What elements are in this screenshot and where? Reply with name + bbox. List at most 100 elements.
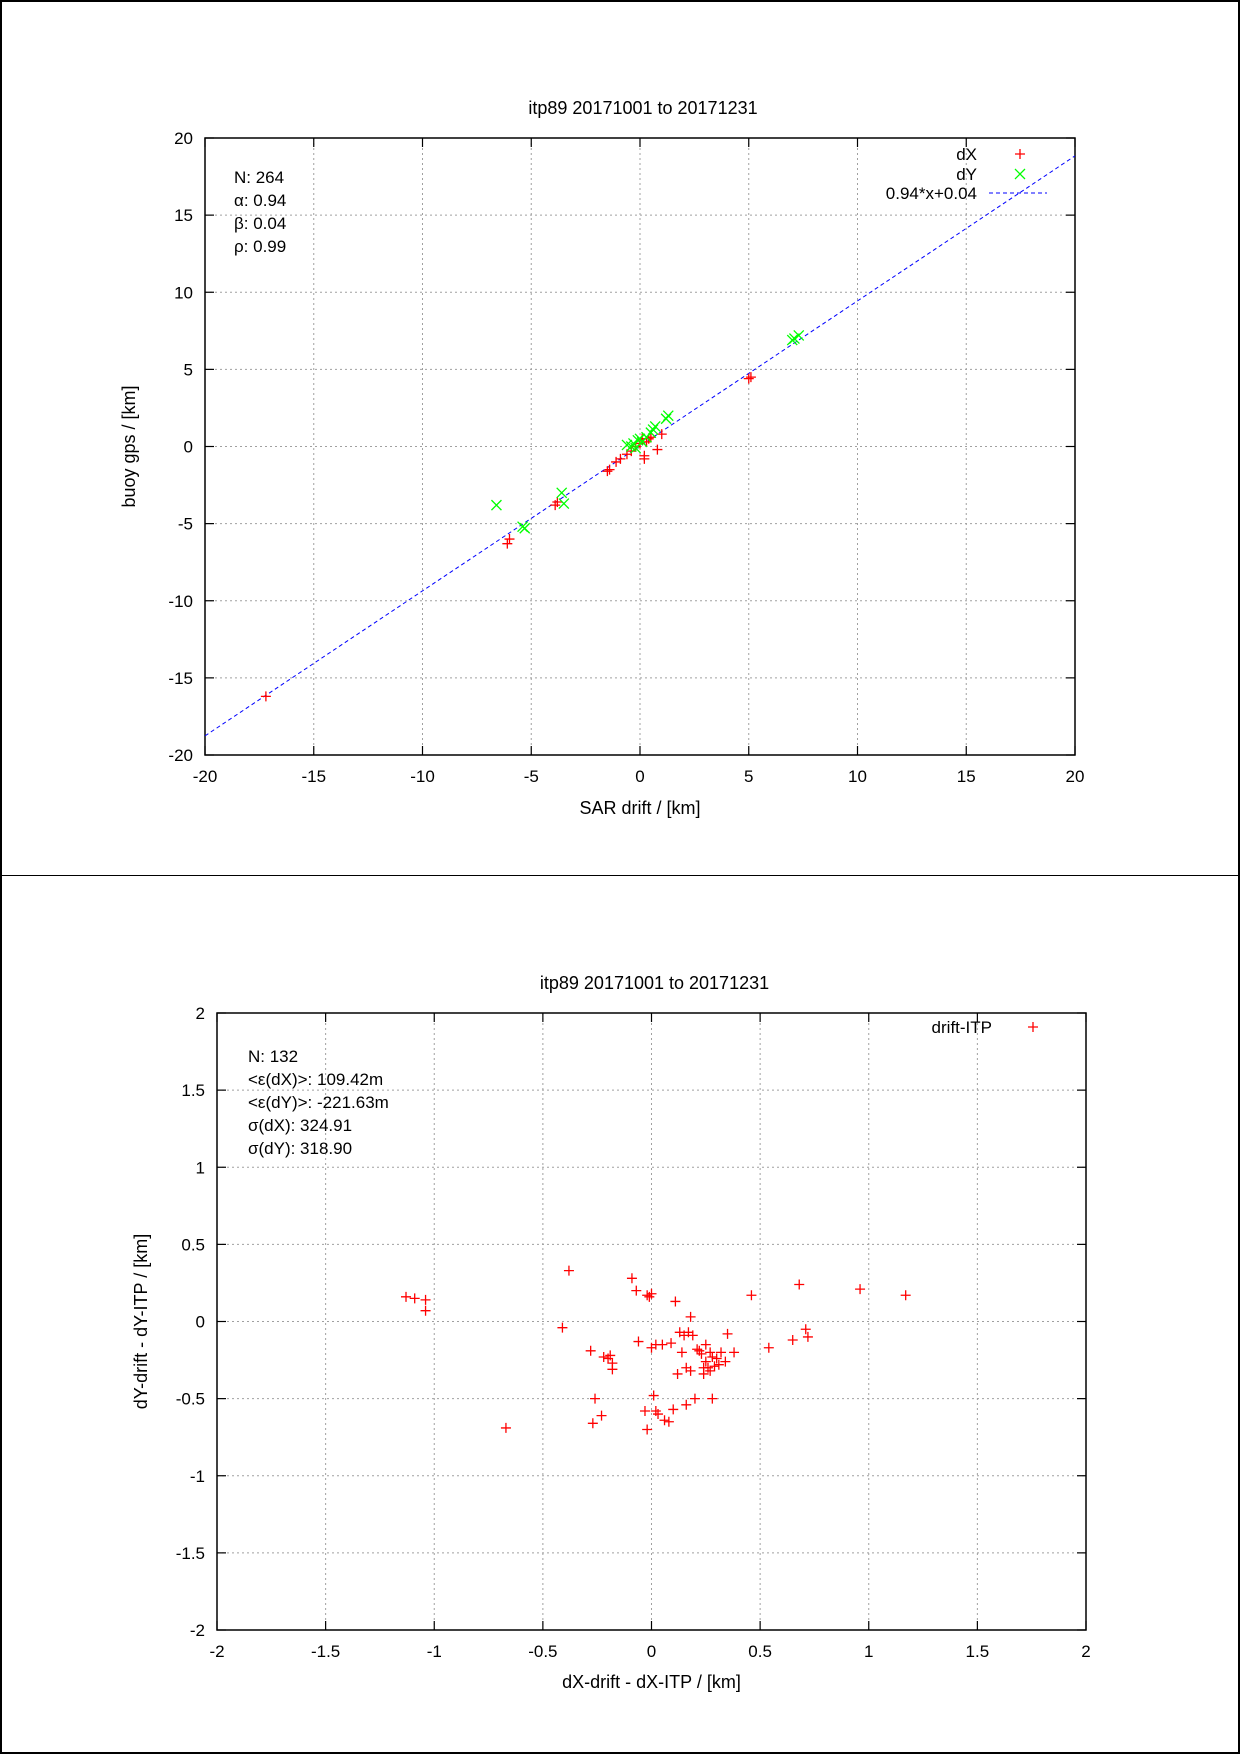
data-point-drift-ITP	[787, 1335, 798, 1346]
legend-label: dY	[956, 165, 977, 184]
y-tick-label: -1.5	[176, 1544, 205, 1563]
data-point-drift-ITP	[794, 1279, 805, 1290]
data-point-drift-ITP	[633, 1336, 644, 1347]
data-point-drift-ITP	[585, 1345, 596, 1356]
data-point-dY	[558, 498, 570, 510]
data-point-drift-ITP	[670, 1296, 681, 1307]
x-tick-label: -5	[524, 767, 539, 786]
y-tick-label: 5	[184, 360, 193, 379]
data-point-drift-ITP	[563, 1265, 574, 1276]
stats-line: σ(dX): 324.91	[248, 1116, 352, 1135]
data-point-drift-ITP	[802, 1331, 813, 1342]
data-point-drift-ITP	[676, 1347, 687, 1358]
data-point-drift-ITP	[657, 1339, 668, 1350]
x-tick-label: -10	[410, 767, 435, 786]
stats-line: N: 132	[248, 1047, 298, 1066]
stats-line: N: 264	[234, 168, 284, 187]
data-point-drift-ITP	[653, 1409, 664, 1420]
data-point-drift-ITP	[420, 1294, 431, 1305]
y-tick-label: -1	[190, 1467, 205, 1486]
legend-label-fit: 0.94*x+0.04	[886, 184, 977, 203]
data-point-drift-ITP	[696, 1348, 707, 1359]
data-point-drift-ITP	[707, 1393, 718, 1404]
data-point-drift-ITP	[642, 1290, 653, 1301]
data-point-dX	[745, 372, 756, 383]
stats-line: σ(dY): 318.90	[248, 1139, 352, 1158]
data-point-drift-ITP	[500, 1422, 511, 1433]
data-point-drift-ITP	[711, 1353, 722, 1364]
data-point-drift-ITP	[607, 1358, 618, 1369]
y-tick-label: 10	[174, 283, 193, 302]
y-tick-label: -15	[168, 669, 193, 688]
drift-scatter-chart: -20 -15 -10 -5 0 5 10 15 20 -20 -15 -10 -5 0 5 10 15 20 it…	[119, 98, 1084, 818]
data-point-dX	[639, 453, 650, 464]
data-point-drift-ITP	[663, 1416, 674, 1427]
data-point-drift-ITP	[707, 1351, 718, 1362]
data-point-drift-ITP	[668, 1404, 679, 1415]
y-tick-label: -2	[190, 1621, 205, 1640]
y-tick-label: -5	[178, 515, 193, 534]
chart-panel-bottom: -2 -1.5 -1 -0.5 0 0.5 1 1.5 2 -2 -1.5 -1 -0.5 0 0.5 1 1.…	[0, 876, 1240, 1754]
x-tick-label: -0.5	[528, 1642, 557, 1661]
stats-line: <ε(dX)>: 109.42m	[248, 1070, 383, 1089]
x-tick-label: 0.5	[748, 1642, 772, 1661]
data-point-drift-ITP	[672, 1368, 683, 1379]
data-point-dX	[743, 373, 754, 384]
x-tick-label: 15	[957, 767, 976, 786]
x-tick-label: -1	[427, 1642, 442, 1661]
data-point-drift-ITP	[800, 1324, 811, 1335]
data-point-drift-ITP	[763, 1342, 774, 1353]
y-tick-label: -0.5	[176, 1390, 205, 1409]
data-point-drift-ITP	[700, 1339, 711, 1350]
data-point-dY	[556, 487, 568, 499]
data-point-drift-ITP	[709, 1361, 720, 1372]
data-point-drift-ITP	[646, 1288, 657, 1299]
data-point-dY	[519, 522, 531, 534]
data-point-dX	[626, 446, 637, 457]
x-tick-label: -20	[193, 767, 218, 786]
y-tick-label: 2	[196, 1004, 205, 1023]
legend-marker	[1014, 168, 1026, 180]
x-tick-label: -1.5	[311, 1642, 340, 1661]
y-tick-label: 0	[184, 438, 193, 457]
data-point-drift-ITP	[713, 1359, 724, 1370]
data-point-dX	[502, 538, 513, 549]
data-point-drift-ITP	[705, 1347, 716, 1358]
y-tick-label: 15	[174, 206, 193, 225]
x-tick-label: 2	[1081, 1642, 1090, 1661]
y-tick-label: 20	[174, 129, 193, 148]
data-point-drift-ITP	[729, 1347, 740, 1358]
chart-title: itp89 20171001 to 20171231	[528, 98, 757, 118]
y-tick-label: 0	[196, 1313, 205, 1332]
y-tick-label: 1	[196, 1158, 205, 1177]
data-point-drift-ITP	[689, 1393, 700, 1404]
fit-line	[204, 155, 1076, 737]
legend-marker	[1028, 1022, 1038, 1032]
data-point-dX	[615, 453, 626, 464]
data-point-drift-ITP	[716, 1347, 727, 1358]
stats-line: α: 0.94	[234, 191, 286, 210]
data-point-drift-ITP	[587, 1418, 598, 1429]
data-point-dX	[652, 444, 663, 455]
data-point-drift-ITP	[746, 1290, 757, 1301]
legend-label: drift-ITP	[932, 1018, 992, 1037]
y-tick-label: 0.5	[181, 1235, 205, 1254]
data-point-drift-ITP	[700, 1356, 711, 1367]
x-tick-label: -15	[301, 767, 326, 786]
plot-area-frame	[216, 1012, 1087, 1631]
x-tick-label: 1.5	[966, 1642, 990, 1661]
x-tick-label: 10	[848, 767, 867, 786]
data-point-drift-ITP	[681, 1399, 692, 1410]
data-point-dX	[602, 466, 613, 477]
data-point-dX	[552, 497, 563, 508]
y-tick-label: 1.5	[181, 1081, 205, 1100]
data-point-dX	[604, 464, 615, 475]
data-point-drift-ITP	[722, 1328, 733, 1339]
y-tick-label: -10	[168, 592, 193, 611]
legend-marker	[1015, 149, 1025, 159]
data-point-drift-ITP	[687, 1330, 698, 1341]
x-tick-label: 0	[647, 1642, 656, 1661]
data-point-drift-ITP	[692, 1344, 703, 1355]
stats-line: ρ: 0.99	[234, 237, 286, 256]
data-point-drift-ITP	[705, 1365, 716, 1376]
